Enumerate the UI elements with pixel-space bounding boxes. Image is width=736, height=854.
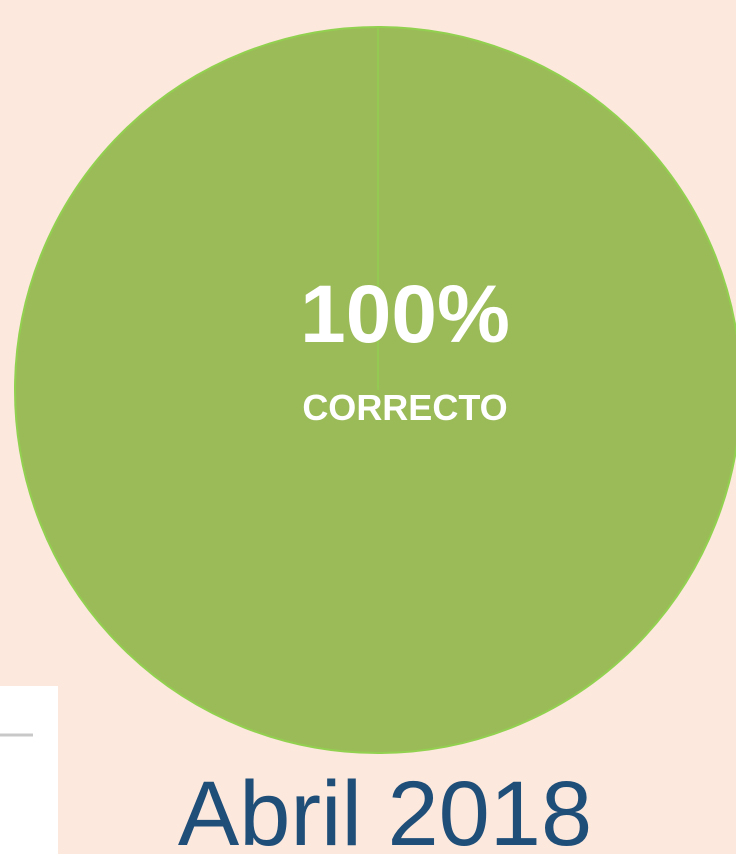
chart-title: Abril 2018 [178,763,592,854]
pie: 100% CORRECTO [14,26,736,754]
category-label: CORRECTO [302,387,507,428]
side-panel [0,686,58,854]
value-label: 100% [300,269,510,360]
